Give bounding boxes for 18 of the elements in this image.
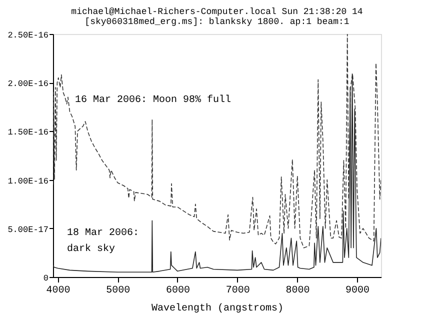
y-tick-label: 2.00E-16 — [8, 79, 48, 90]
y-tick-label: 2.50E-16 — [8, 30, 48, 40]
x-tick-label: 9000 — [346, 286, 370, 296]
y-tick-label: 1.00E-16 — [8, 176, 48, 186]
y-tick-label: 1.50E-16 — [8, 128, 48, 138]
annotation: 18 Mar 2006: — [67, 228, 140, 239]
x-tick-label: 8000 — [286, 286, 310, 296]
x-tick-label: 6000 — [166, 286, 190, 296]
x-axis-title: Wavelength (angstroms) — [151, 302, 284, 314]
x-tick-label: 4000 — [46, 286, 70, 296]
x-tick-label: 7000 — [226, 286, 250, 296]
y-tick-label: 5.00E-17 — [8, 224, 48, 235]
chart-title: michael@Michael-Richers-Computer.local Sun 21:38:20 14 — [71, 7, 363, 17]
x-tick-label: 5000 — [106, 286, 130, 296]
annotation: 16 Mar 2006: Moon 98% full — [75, 94, 232, 106]
y-tick-label: 0 — [43, 274, 48, 284]
annotation: dark sky — [67, 243, 116, 255]
chart-subtitle: [sky060318med_erg.ms]: blanksky 1800. ap:1 beam:1 — [84, 17, 350, 27]
